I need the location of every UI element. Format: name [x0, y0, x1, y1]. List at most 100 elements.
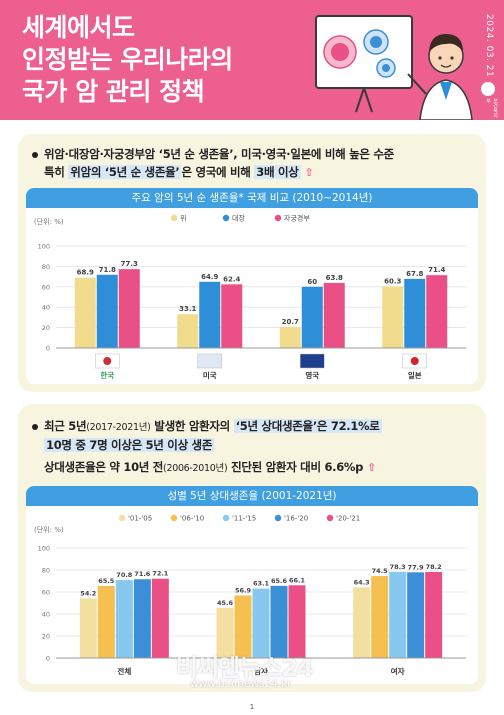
data-label: 71.8 [99, 266, 116, 274]
data-label: 78.3 [390, 563, 406, 571]
section2-line1: 최근 5년(2017-2021년) 발생한 암환자의 ‘5년 상대생존율’은 7… [32, 418, 382, 434]
legend-label: '16-'20 [284, 515, 308, 523]
legend-label: 대장 [232, 214, 245, 223]
bar [353, 587, 371, 658]
y-tick-label: 60 [42, 589, 50, 597]
y-tick-label: 20 [42, 633, 50, 641]
category-label: 미국 [203, 370, 217, 380]
y-tick-label: 20 [42, 324, 50, 332]
section2-line1-bold: ‘5년 상대생존율’은 72.1%로 [233, 419, 382, 433]
legend-label: '06-'10 [180, 515, 204, 523]
chart2-card: 성별 5년 상대생존율 (2001-2021년) (단위: %) '01-'05 '… [26, 486, 478, 684]
bar [252, 588, 270, 658]
legend-label: '20-'21 [336, 515, 360, 523]
bar [425, 571, 443, 658]
data-label: 72.1 [152, 570, 169, 578]
gov-emblem-icon [481, 82, 495, 96]
bar [301, 286, 323, 348]
header-banner: 세계에서도 인정받는 우리나라의 국가 암 관리 정책 2024. 03. 21 [0, 0, 504, 120]
y-tick-label: 60 [42, 283, 50, 291]
chart1-title: 주요 암의 5년 순 생존율* 국제 비교 (2010~2014년) [26, 188, 478, 208]
bar [404, 278, 426, 348]
section2-line3-pre: 상대생존율은 약 10년 전 [44, 460, 164, 474]
bullet-icon [32, 423, 38, 430]
data-label: 77.9 [408, 563, 425, 571]
category-label: 전체 [117, 666, 131, 676]
section1-line1: 위암·대장암·자궁경부암 ‘5년 순 생존율’, 미국·영국·일본에 비해 높은… [32, 146, 394, 162]
bar [216, 607, 234, 658]
watermark-logo: 비씨엔뉴스24 [176, 654, 314, 682]
data-label: 63.8 [326, 274, 343, 282]
section1-line2-highlight: 위암의 ‘5년 순 생존율’ [68, 165, 182, 179]
legend-swatch [170, 214, 178, 222]
legend-label: '11-'15 [232, 515, 256, 523]
y-tick-label: 0 [46, 655, 50, 663]
chart2-title: 성별 5년 상대생존율 (2001-2021년) [26, 486, 478, 506]
page-title: 세계에서도 인정받는 우리나라의 국가 암 관리 정책 [22, 13, 233, 106]
bar [115, 580, 133, 658]
bar [199, 281, 221, 348]
legend-label: 자궁경부 [284, 214, 310, 223]
bar [371, 576, 389, 658]
data-label: 67.8 [406, 270, 423, 278]
bar [96, 274, 118, 348]
bar [133, 579, 151, 658]
section2-line1-small: (2017-2021년) [86, 422, 151, 433]
legend-swatch [118, 514, 126, 522]
page-number: 1 [249, 703, 255, 711]
data-label: 64.9 [201, 273, 218, 281]
flag-icon [300, 353, 325, 369]
y-tick-label: 40 [42, 611, 50, 619]
data-label: 33.1 [179, 305, 196, 313]
bar [118, 269, 140, 348]
chart1-svg: (단위: %) 위 대장 자궁경부 0 20 40 60 80 100 68.9 71.8 77.3 한국… [34, 214, 466, 380]
legend-swatch [170, 514, 178, 522]
data-label: 65.5 [98, 577, 115, 585]
unit-label: (단위: %) [34, 217, 64, 226]
data-label: 54.2 [80, 589, 96, 597]
flag-icon [197, 353, 222, 369]
bar [382, 286, 404, 348]
y-tick-label: 0 [46, 345, 50, 353]
bar [389, 571, 407, 658]
date-label: 2024. 03. 21 [484, 14, 494, 78]
data-label: 45.6 [217, 599, 234, 607]
bar [151, 578, 169, 658]
section2-line3: 상대생존율은 약 10년 전(2006-2010년) 진단된 암환자 대비 6.… [44, 459, 376, 475]
bar [177, 314, 199, 348]
data-label: 74.5 [372, 567, 389, 575]
data-label: 60.3 [384, 277, 401, 285]
flag-emblem-icon [410, 357, 419, 365]
doctor-presentation-illustration [315, 15, 473, 120]
doctor-icon [407, 34, 473, 120]
section2-line3-small: (2006-2010년) [163, 463, 228, 474]
data-label: 64.3 [354, 578, 370, 586]
y-tick-label: 40 [42, 304, 50, 312]
unit-label: (단위: %) [34, 525, 64, 534]
legend-swatch [274, 214, 282, 222]
data-label: 62.4 [223, 275, 240, 283]
legend-swatch [326, 514, 334, 522]
bar [288, 585, 306, 658]
section1-line2-mid: 은 영국에 비해 [181, 165, 255, 179]
bar [323, 282, 345, 348]
watermark-url: www.bcnnews24.kr [190, 678, 292, 690]
section2-line3-mid: 진단된 암환자 대비 6.6%p [227, 460, 364, 474]
y-tick-label: 100 [38, 243, 50, 251]
data-label: 77.3 [121, 260, 138, 268]
y-tick-label: 80 [42, 567, 50, 575]
legend-label: 위 [180, 215, 186, 223]
bar [74, 277, 96, 348]
section1-line2-pre: 특히 [44, 165, 69, 179]
up-arrow-icon: ⇧ [304, 166, 314, 179]
section2-line2-text: 10명 중 7명 이상은 5년 이상 생존 [44, 438, 215, 452]
bar [221, 284, 243, 348]
relative-survival-section: 최근 5년(2017-2021년) 발생한 암환자의 ‘5년 상대생존율’은 7… [18, 404, 486, 692]
cancer-cell-icon [323, 29, 396, 78]
bar [79, 598, 97, 658]
legend-swatch [274, 514, 282, 522]
bar [407, 572, 425, 658]
data-label: 66.1 [289, 576, 306, 584]
legend-label: '01-'05 [128, 515, 152, 523]
bullet-icon [32, 151, 38, 158]
